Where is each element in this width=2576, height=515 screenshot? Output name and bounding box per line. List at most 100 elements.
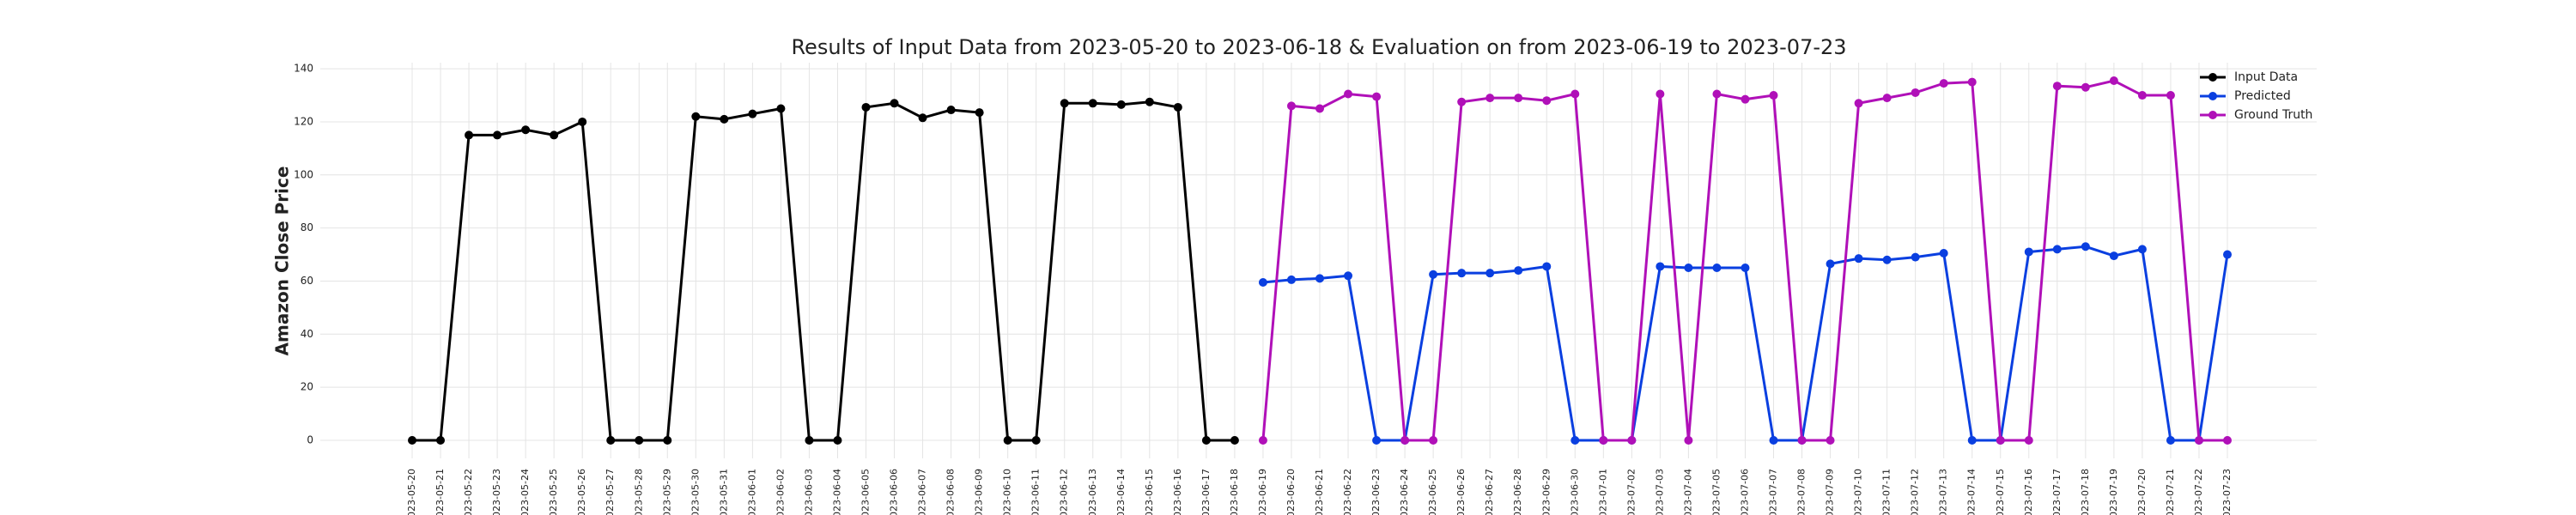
data-point <box>436 435 446 445</box>
data-point <box>1712 264 1722 273</box>
data-point <box>1599 435 1608 445</box>
x-tick-label: 2023-06-21 <box>1314 469 1325 515</box>
x-tick-label: 2023-07-10 <box>1853 469 1864 515</box>
x-tick-label: 2023-06-05 <box>860 469 872 515</box>
data-point <box>833 435 842 445</box>
data-point <box>1627 435 1637 445</box>
data-point <box>1230 435 1239 445</box>
x-tick-label: 2023-07-06 <box>1739 469 1750 515</box>
data-point <box>1911 88 1920 97</box>
x-tick-label: 2023-06-07 <box>917 469 928 515</box>
x-tick-label: 2023-05-20 <box>406 469 417 515</box>
data-point <box>1003 435 1012 445</box>
x-tick-label: 2023-06-29 <box>1540 469 1552 515</box>
x-tick-label: 2023-07-21 <box>2165 469 2176 515</box>
data-point <box>1286 101 1296 111</box>
data-point <box>918 113 927 123</box>
legend-label: Ground Truth <box>2234 108 2312 122</box>
data-point <box>2109 251 2118 261</box>
x-tick-label: 2023-05-24 <box>519 469 531 515</box>
data-point <box>521 125 531 135</box>
data-point <box>1344 89 1353 99</box>
data-point <box>2166 91 2175 100</box>
data-point <box>1542 96 1552 106</box>
x-tick-label: 2023-07-12 <box>1910 469 1921 515</box>
data-point <box>861 102 871 112</box>
data-point <box>1684 435 1693 445</box>
data-point <box>776 104 786 113</box>
data-point <box>635 435 644 445</box>
legend-label: Input Data <box>2234 70 2298 84</box>
data-point <box>1939 248 1948 258</box>
data-point <box>1344 271 1353 281</box>
y-tick-label: 100 <box>294 168 313 180</box>
data-point <box>1911 252 1920 262</box>
data-point <box>1372 435 1382 445</box>
data-point <box>2137 245 2147 254</box>
data-point <box>1457 269 1467 278</box>
data-point <box>1372 92 1382 101</box>
data-point <box>1429 270 1438 279</box>
x-tick-label: 2023-06-11 <box>1030 469 1042 515</box>
data-point <box>1514 266 1523 276</box>
x-tick-label: 2023-07-05 <box>1710 469 1722 515</box>
data-point <box>2052 82 2062 91</box>
data-point <box>1542 262 1552 271</box>
data-point <box>1571 435 1580 445</box>
legend-marker <box>2208 92 2217 100</box>
x-tick-label: 2023-06-08 <box>945 469 957 515</box>
data-point <box>1173 102 1182 112</box>
x-tick-label: 2023-06-26 <box>1455 469 1467 515</box>
data-point <box>2166 435 2175 445</box>
data-point <box>1712 89 1722 99</box>
x-tick-label: 2023-06-28 <box>1512 469 1523 515</box>
data-point <box>493 130 502 140</box>
legend-marker <box>2208 111 2217 119</box>
x-tick-label: 2023-06-03 <box>803 469 814 515</box>
x-tick-label: 2023-06-20 <box>1285 469 1297 515</box>
data-point <box>2052 245 2062 254</box>
data-point <box>1031 435 1041 445</box>
data-point <box>1145 97 1154 106</box>
data-point <box>1684 264 1693 273</box>
x-tick-label: 2023-06-18 <box>1229 469 1240 515</box>
data-point <box>1797 435 1807 445</box>
data-point <box>663 435 672 445</box>
data-point <box>1967 435 1977 445</box>
y-tick-label: 120 <box>294 115 313 127</box>
data-point <box>805 435 814 445</box>
x-tick-label: 2023-05-30 <box>690 469 701 515</box>
x-tick-label: 2023-06-22 <box>1342 469 1353 515</box>
x-tick-label: 2023-05-25 <box>548 469 559 515</box>
x-tick-label: 2023-07-03 <box>1654 469 1665 515</box>
x-tick-label: 2023-05-23 <box>491 469 502 515</box>
x-tick-label: 2023-07-22 <box>2193 469 2204 515</box>
data-point <box>1258 278 1267 288</box>
x-tick-label: 2023-07-23 <box>2221 469 2233 515</box>
series-line <box>412 100 1235 442</box>
x-tick-label: 2023-07-07 <box>1768 469 1779 515</box>
x-tick-label: 2023-06-17 <box>1200 469 1212 515</box>
x-tick-label: 2023-07-01 <box>1597 469 1608 515</box>
data-point <box>946 106 956 115</box>
data-point <box>1116 100 1126 109</box>
x-tick-label: 2023-06-06 <box>889 469 900 515</box>
data-point <box>1741 94 1750 104</box>
x-tick-label: 2023-06-02 <box>775 469 786 515</box>
x-tick-label: 2023-06-24 <box>1399 469 1410 515</box>
data-point <box>606 435 616 445</box>
legend-label: Predicted <box>2234 89 2291 103</box>
data-point <box>578 117 587 126</box>
x-tick-label: 2023-06-09 <box>974 469 985 515</box>
data-point <box>1457 97 1467 106</box>
data-point <box>1769 91 1778 100</box>
x-tick-label: 2023-07-20 <box>2136 469 2148 515</box>
x-tick-label: 2023-05-21 <box>434 469 446 515</box>
data-point <box>408 435 416 445</box>
x-tick-label: 2023-05-22 <box>463 469 474 515</box>
data-point <box>1315 104 1324 113</box>
data-point <box>2024 247 2033 257</box>
data-point <box>975 108 984 118</box>
x-tick-label: 2023-07-09 <box>1825 469 1836 515</box>
